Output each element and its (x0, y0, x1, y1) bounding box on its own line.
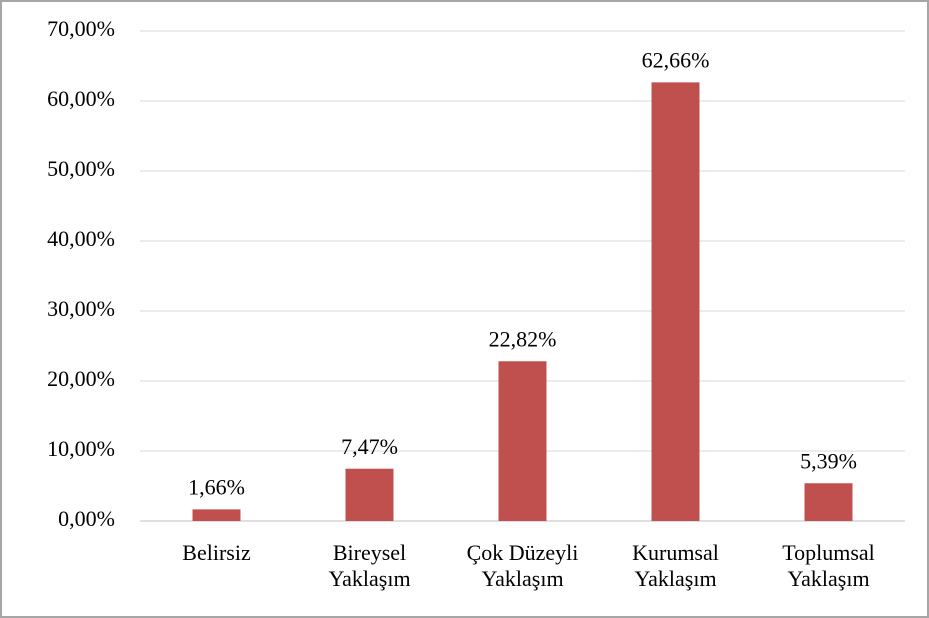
x-tick-label: Çok Düzeyli Yaklaşım (466, 540, 579, 591)
x-tick-label: Bireysel Yaklaşım (328, 540, 411, 591)
y-tick-label: 40,00% (47, 226, 115, 251)
y-tick-label: 30,00% (47, 296, 115, 321)
y-tick-label: 60,00% (47, 86, 115, 111)
bar (651, 82, 700, 521)
y-tick-label: 0,00% (58, 506, 115, 531)
bar (345, 468, 394, 521)
data-label: 7,47% (341, 434, 398, 459)
data-label: 22,82% (489, 326, 557, 351)
x-tick-label: Belirsiz (182, 540, 251, 565)
y-tick-label: 70,00% (47, 16, 115, 41)
data-label: 5,39% (800, 448, 857, 473)
y-tick-label: 10,00% (47, 436, 115, 461)
y-tick-label: 50,00% (47, 156, 115, 181)
bar (498, 361, 547, 521)
bar (804, 483, 853, 521)
x-tick-label: Toplumsal Yaklaşım (782, 540, 875, 591)
bar (192, 509, 241, 521)
data-label: 62,66% (642, 47, 710, 72)
x-tick-label: Kurumsal Yaklaşım (632, 540, 719, 591)
y-tick-label: 20,00% (47, 366, 115, 391)
data-label: 1,66% (188, 474, 245, 499)
